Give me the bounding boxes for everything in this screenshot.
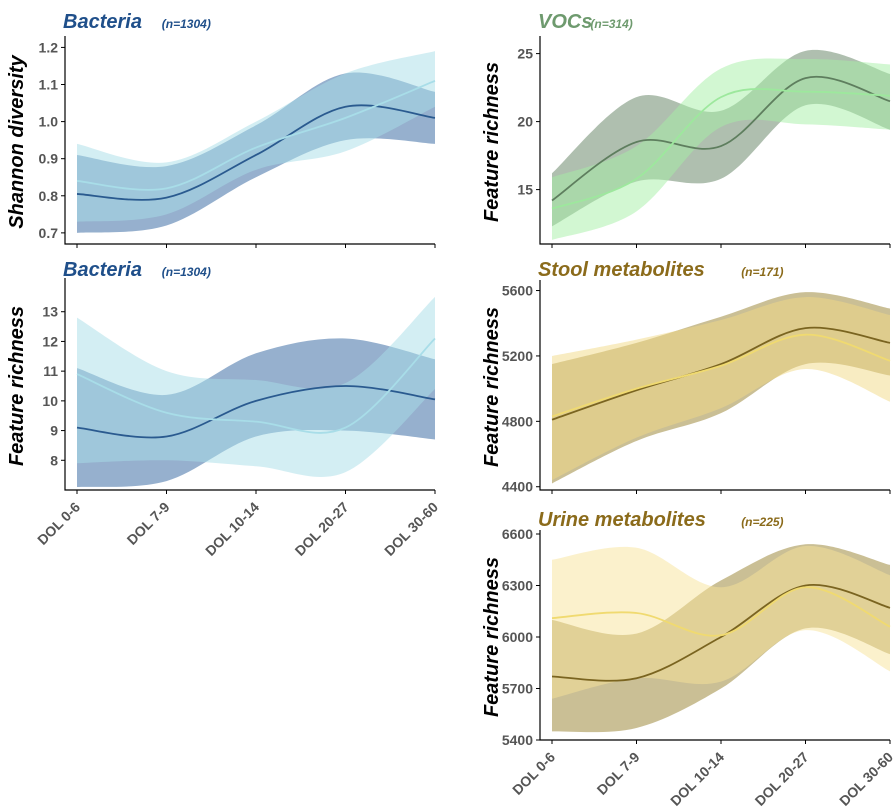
panel-stool-metabolites-richness: Stool metabolites (n=171) 4400 4800 5200 5600…	[481, 259, 891, 495]
trend-line-2	[551, 88, 891, 210]
y-tick-label: 1.2	[39, 39, 59, 55]
y-tick-label: 1.1	[39, 77, 59, 93]
x-tick-label: DOL 7-9	[124, 499, 173, 548]
y-tick-label: 10	[42, 393, 58, 409]
panel-bacteria-shannon: Bacteria (n=1304) 0.7 0.8 0.9 1.0 1.1 1.2 Shanno…	[6, 11, 436, 248]
y-tick-label: 12	[42, 333, 58, 349]
axis-lines	[64, 278, 435, 491]
x-tick-label: DOL 30-60	[381, 499, 441, 559]
trend-line-1	[76, 104, 436, 201]
y-tick-label: 9	[50, 423, 58, 439]
y-tick-label: 11	[43, 363, 58, 379]
x-tick-label: DOL 0-6	[34, 499, 83, 548]
confidence-band-2	[77, 51, 435, 222]
confidence-band-2	[552, 297, 890, 481]
y-tick-label: 6300	[502, 578, 533, 594]
y-tick-label: 5600	[502, 283, 533, 299]
y-axis-label: Feature richness	[6, 306, 28, 466]
panel-sample-size: (n=1304)	[162, 265, 211, 279]
y-tick-label: 4800	[502, 413, 533, 429]
x-tick-label: DOL 0-6	[509, 749, 558, 798]
y-tick-label: 8	[50, 452, 58, 468]
y-tick-label: 13	[42, 304, 58, 320]
y-axis-label: Feature richness	[481, 557, 503, 717]
trend-line-2	[76, 337, 436, 434]
panel-title: VOCs	[538, 11, 592, 33]
trend-line-1	[551, 75, 891, 202]
panel-sample-size: (n=225)	[741, 515, 783, 529]
y-tick-label: 6000	[502, 629, 533, 645]
y-tick-label: 5200	[502, 348, 533, 364]
panel-sample-size: (n=171)	[741, 265, 783, 279]
x-tick-label: DOL 20-27	[752, 749, 812, 808]
axis-lines	[539, 36, 890, 245]
trend-line-2	[551, 586, 891, 637]
y-tick-label: 6600	[502, 526, 533, 542]
trend-line-1	[551, 583, 891, 682]
y-tick-label: 5700	[502, 681, 533, 697]
y-tick-label: 20	[517, 114, 533, 130]
panel-urine-metabolites-richness: Urine metabolites (n=225) 5400 5700 6000 6300…	[481, 509, 894, 808]
confidence-band-2	[552, 545, 890, 699]
y-tick-label: 0.7	[39, 225, 59, 241]
x-tick-label: DOL 10-14	[202, 499, 262, 559]
panel-vocs-richness: VOCs(n=314) 15 20 25 Feature richness	[481, 11, 891, 248]
confidence-band-2	[552, 58, 890, 240]
trend-line-1	[551, 326, 891, 421]
panel-sample-size: (n=314)	[590, 17, 632, 31]
y-tick-label: 1.0	[39, 114, 59, 130]
panel-title: Bacteria	[63, 259, 142, 281]
y-tick-label: 25	[517, 46, 533, 62]
panel-title: Urine metabolites	[538, 509, 706, 531]
panel-bacteria-richness: Bacteria (n=1304) 8 9 10 11 12 13 DOL 0-6 DOL 7-9…	[6, 259, 441, 559]
confidence-band-2	[77, 296, 435, 477]
x-tick-label: DOL 7-9	[594, 749, 643, 798]
panel-title: Bacteria	[63, 11, 142, 33]
y-axis-label: Feature richness	[481, 307, 503, 467]
y-tick-label: 0.9	[39, 151, 59, 167]
panel-title: Stool metabolites	[538, 259, 705, 281]
y-axis-label: Shannon diversity	[6, 54, 28, 228]
y-tick-label: 5400	[502, 732, 533, 748]
y-tick-label: 15	[517, 182, 533, 198]
trend-line-2	[551, 333, 891, 418]
y-tick-label: 4400	[502, 479, 533, 495]
x-tick-label: DOL 30-60	[836, 749, 894, 808]
x-tick-label: DOL 10-14	[667, 749, 727, 808]
trend-line-2	[76, 79, 436, 191]
x-tick-label: DOL 20-27	[292, 499, 352, 559]
axis-lines	[539, 280, 890, 491]
axis-lines	[64, 36, 435, 245]
y-tick-label: 0.8	[39, 188, 59, 204]
panel-sample-size: (n=1304)	[162, 17, 211, 31]
y-axis-label: Feature richness	[481, 62, 503, 222]
trend-line-1	[76, 385, 436, 439]
